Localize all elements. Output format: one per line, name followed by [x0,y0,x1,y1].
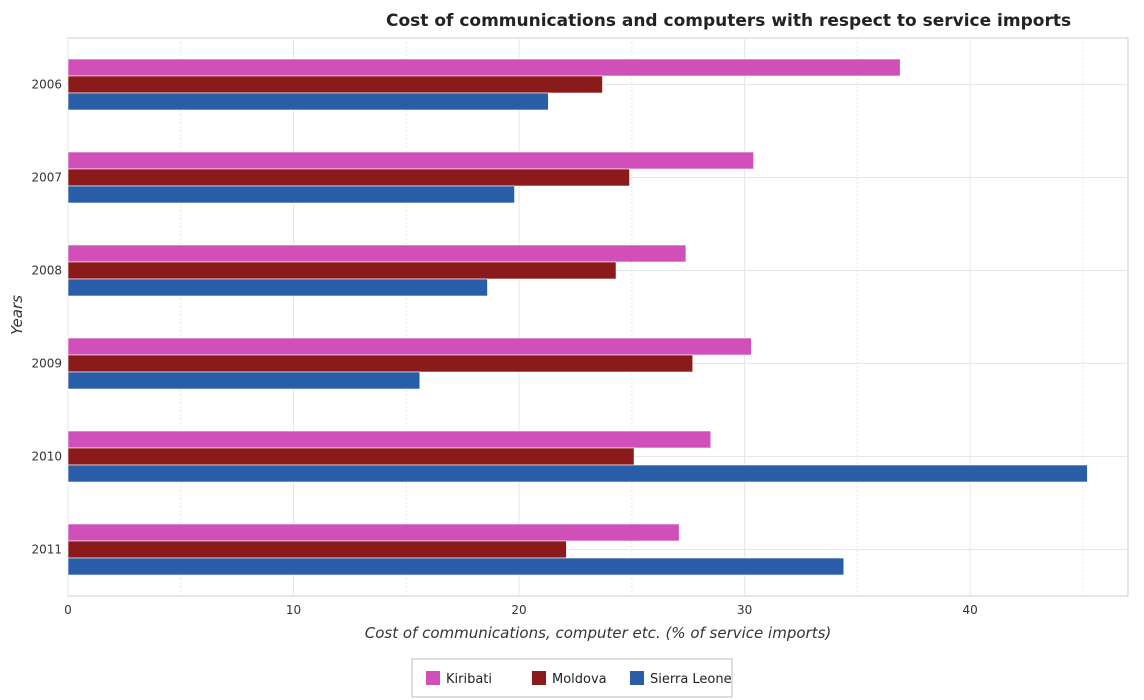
bar-moldova [67,168,630,187]
legend-label: Kiribati [446,672,492,687]
bar-moldova [67,540,567,559]
legend-box [411,658,733,698]
bar-sierra-leone [67,371,421,390]
chart-title: Cost of communications and computers wit… [386,11,1071,31]
legend: Kiribati Moldova Sierra Leone [411,658,733,698]
bar-kiribati [67,151,754,170]
bar-kiribati [67,430,712,449]
legend-label: Sierra Leone [650,672,732,687]
bar-kiribati [67,58,901,77]
x-tick-label: 10 [286,603,301,617]
legend-label: Moldova [552,672,607,687]
x-tick-label: 30 [737,603,752,617]
y-axis-ticks: 2006 2007 2008 2009 2010 2011 [31,78,62,557]
bar-sierra-leone [67,464,1088,483]
bar-sierra-leone [67,557,845,576]
legend-swatch [532,671,546,685]
y-tick-label: 2009 [31,357,62,371]
y-tick-label: 2010 [31,450,62,464]
bar-moldova [67,75,603,94]
y-axis-label: Years [8,295,26,335]
legend-swatch [630,671,644,685]
bar-moldova [67,261,617,280]
bar-sierra-leone [67,92,549,111]
plot-area [67,37,1129,597]
x-tick-label: 20 [511,603,526,617]
x-tick-label: 40 [962,603,977,617]
bar-kiribati [67,337,752,356]
x-axis-ticks: 0 10 20 30 40 [64,603,978,617]
bar-kiribati [67,523,680,542]
y-tick-label: 2007 [31,171,62,185]
bar-kiribati [67,244,687,263]
bar-sierra-leone [67,278,488,297]
bar-moldova [67,447,635,466]
x-tick-label: 0 [64,603,72,617]
bar-moldova [67,354,694,373]
bar-sierra-leone [67,185,515,204]
y-tick-label: 2006 [31,78,62,92]
plot-frame [67,37,1129,597]
x-axis-label: Cost of communications, computer etc. (%… [365,624,832,642]
y-tick-label: 2008 [31,264,62,278]
y-tick-label: 2011 [31,543,62,557]
legend-swatch [426,671,440,685]
